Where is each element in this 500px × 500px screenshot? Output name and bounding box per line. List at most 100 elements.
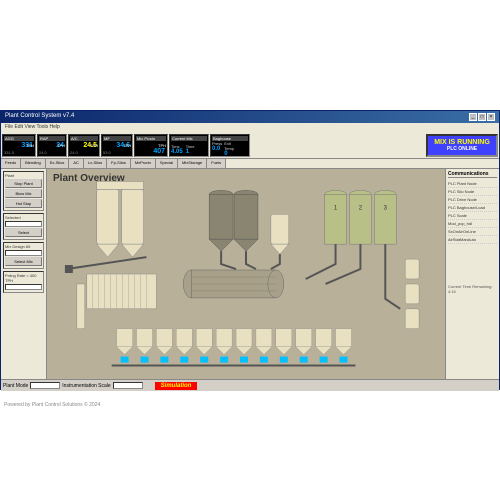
hot-stop-button[interactable]: Hot Stop — [5, 199, 42, 208]
baghouse-press: 0.0 — [212, 146, 221, 152]
tab-exsilos[interactable]: Ex-Silos — [46, 159, 70, 168]
lp-rate-section: Prdng Rate = 400 TPH — [3, 271, 44, 293]
pipe-icon — [221, 251, 236, 269]
silo-icon — [271, 214, 289, 244]
stop-plant-button[interactable]: Stop Plant — [5, 179, 42, 188]
baghouse-temp: 0 — [224, 151, 228, 157]
pipe-icon — [306, 244, 336, 279]
stack-icon — [77, 284, 85, 329]
sb-label2: Instrumentation Scale — [62, 383, 110, 389]
rp-item[interactable]: PLC Silo Node — [448, 188, 497, 196]
readout-row: AGG 331 TPH 331.0 RAP 24 TPH 24.0 A/C 24… — [1, 133, 499, 159]
tab-ac[interactable]: AC — [69, 159, 84, 168]
simulation-badge: Simulation — [155, 382, 198, 390]
currentmix-time: 1 — [186, 149, 190, 155]
hopper-icon — [271, 244, 289, 254]
rp-item[interactable]: PLC Drive Node — [448, 196, 497, 204]
baghouse-icon — [87, 274, 157, 309]
lp-selected-label: Selected — [5, 215, 42, 220]
window-controls: _ □ × — [469, 113, 495, 121]
plant-viewer[interactable]: Plant Overview — [47, 169, 445, 379]
maximize-button[interactable]: □ — [478, 113, 486, 121]
lp-plant-label: Plant — [5, 173, 42, 178]
silo-icon — [374, 194, 396, 244]
readout-title: RAP — [39, 136, 65, 141]
currentmix-tons: 4.05 — [171, 149, 184, 155]
minimize-button[interactable]: _ — [469, 113, 477, 121]
status-line2: PLC ONLINE — [429, 146, 495, 152]
readout-unit: TPH — [158, 143, 166, 148]
rp-header: Communications — [448, 171, 497, 178]
pipe-icon — [246, 251, 256, 269]
mix-input[interactable] — [5, 250, 42, 256]
tab-blending[interactable]: Blending — [21, 159, 46, 168]
rp-item[interactable]: PLC Scale — [448, 212, 497, 220]
hopper-icon — [122, 244, 144, 257]
tank-icon — [405, 284, 419, 304]
tank-icon — [405, 309, 419, 329]
readout-title: AGG — [4, 136, 34, 141]
rp-item[interactable]: AirStatManAuto — [448, 236, 497, 244]
rp-item[interactable]: Mod_pcp_hdl — [448, 220, 497, 228]
readout-ac: A/C 24.5 TPH 24.0 — [68, 134, 100, 157]
silo-icon — [349, 194, 371, 244]
silo-icon — [97, 189, 119, 244]
select-mix-button[interactable]: Select Mix — [5, 257, 42, 266]
readout-title: Mix Prodn — [136, 136, 166, 141]
titlebar: Plant Control System v7.4 _ □ × — [1, 111, 499, 123]
plant-diagram: 1 2 3 — [47, 169, 445, 379]
readout-unit: TPH — [123, 143, 131, 148]
status-box: MIX IS RUNNING PLC ONLINE — [426, 134, 498, 157]
pipe-icon — [385, 244, 400, 309]
selected-input[interactable] — [5, 221, 42, 227]
tab-special[interactable]: Special — [156, 159, 178, 168]
silo-icon — [325, 194, 347, 244]
left-panel: Plant Stop Plant Blow Mix Hot Stop Selec… — [1, 169, 47, 379]
sb-field2[interactable] — [113, 382, 143, 389]
close-button[interactable]: × — [487, 113, 495, 121]
app-window: Plant Control System v7.4 _ □ × File Edi… — [0, 110, 500, 390]
readout-title: Current Mix — [171, 136, 207, 141]
hopper-icon — [234, 239, 258, 251]
menubar[interactable]: File Edit View Tools Help — [1, 123, 499, 133]
readout-agg: AGG 331 TPH 331.0 — [2, 134, 36, 157]
select-button[interactable]: Select — [5, 228, 42, 237]
tab-mxprodn[interactable]: MxProdn — [131, 159, 156, 168]
silo-top-icon — [97, 181, 144, 189]
readout-sub: 53.0 — [103, 150, 131, 155]
status-line1: MIX IS RUNNING — [429, 139, 495, 146]
silo-icon — [234, 194, 258, 239]
tab-lvsilos[interactable]: Lv-Silos — [84, 159, 107, 168]
rp-item[interactable]: PLC Baghouse/Load — [448, 204, 497, 212]
feed-bins-row — [117, 329, 352, 363]
sb-label1: Plant Mode — [3, 383, 28, 389]
rp-item[interactable]: SxOnAirOnLine — [448, 228, 497, 236]
lp-mix-section: Mix Design 65 Select Mix — [3, 242, 44, 269]
conveyor-icon — [67, 257, 147, 269]
readout-sub: 24.0 — [70, 150, 98, 155]
conveyor-end-icon — [65, 265, 73, 273]
rp-item[interactable]: PLC Plant Node — [448, 180, 497, 188]
tab-feeds[interactable]: Feeds — [1, 159, 21, 168]
sb-field1[interactable] — [30, 382, 60, 389]
lp-plant-section: Plant Stop Plant Blow Mix Hot Stop — [3, 171, 44, 211]
readout-currentmix: Current Mix Tons4.05 Time1 — [169, 134, 209, 157]
tab-fuels[interactable]: Fuels — [207, 159, 226, 168]
content-row: Plant Stop Plant Blow Mix Hot Stop Selec… — [1, 169, 499, 379]
readout-baghouse: Baghouse Press0.0 ExitTemp0 — [210, 134, 250, 157]
hopper-icon — [97, 244, 119, 257]
readout-unit: TPH — [90, 143, 98, 148]
hopper-icon — [209, 239, 233, 251]
readout-title: MF — [103, 136, 131, 141]
tab-fpsilos[interactable]: Fp-Silos — [107, 159, 131, 168]
readout-mf: MF 34.6 TPH 53.0 — [101, 134, 133, 157]
rate-input[interactable] — [5, 284, 42, 290]
footer-credit: Powered by Plant Control Solutions © 202… — [4, 402, 100, 408]
tank-icon — [405, 259, 419, 279]
tab-mixstorage[interactable]: MixStorage — [178, 159, 207, 168]
readout-unit: TPH — [26, 143, 34, 148]
lp-rate-label: Prdng Rate = 400 TPH — [5, 273, 42, 283]
blow-mix-button[interactable]: Blow Mix — [5, 189, 42, 198]
statusbar: Plant Mode Instrumentation Scale Simulat… — [1, 379, 499, 391]
pipe-icon — [326, 244, 361, 284]
